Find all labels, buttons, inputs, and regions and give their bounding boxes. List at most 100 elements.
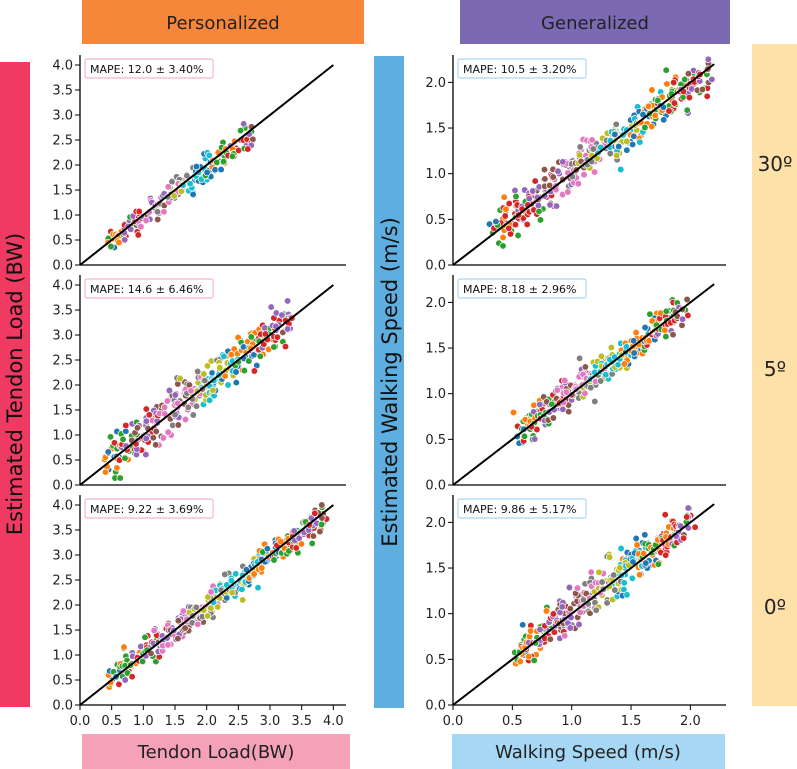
scatter-point bbox=[616, 564, 624, 572]
scatter-point bbox=[138, 657, 147, 666]
scatter-point bbox=[525, 194, 533, 203]
scatter-point bbox=[641, 323, 649, 332]
scatter-point bbox=[232, 570, 240, 578]
scatter-point bbox=[662, 551, 670, 559]
left-ylabel-bg bbox=[0, 62, 30, 707]
scatter-point bbox=[595, 568, 603, 576]
y-tick-label: 3.5 bbox=[52, 84, 73, 99]
scatter-point bbox=[164, 428, 172, 436]
x-tick-label: 3.5 bbox=[291, 714, 312, 729]
footer-tendon-load: Tendon Load(BW) bbox=[82, 734, 350, 769]
identity-line bbox=[79, 284, 334, 486]
left-ylabel-bar: Estimated Tendon Load (BW) bbox=[0, 62, 30, 707]
scatter-point bbox=[121, 454, 129, 462]
scatter-point bbox=[661, 511, 669, 519]
identity-line bbox=[452, 283, 715, 486]
scatter-point bbox=[283, 297, 292, 305]
y-tick-label: 1.5 bbox=[52, 404, 73, 419]
scatter-point bbox=[192, 603, 200, 611]
scatter-point bbox=[628, 574, 636, 582]
scatter-point bbox=[685, 93, 694, 102]
scatter-point bbox=[115, 238, 123, 247]
scatter-point bbox=[317, 520, 326, 529]
scatter-point bbox=[575, 620, 583, 629]
scatter-point bbox=[565, 583, 574, 592]
y-tick-label: 0.5 bbox=[52, 454, 73, 469]
scatter-point bbox=[160, 403, 169, 411]
footer-tendon-load-bg bbox=[82, 734, 350, 769]
scatter-point bbox=[602, 371, 610, 379]
scatter-point bbox=[256, 352, 264, 360]
scatter-point bbox=[552, 202, 561, 210]
scatter-point bbox=[623, 591, 631, 599]
y-tick-label: 1.5 bbox=[425, 342, 446, 357]
scatter-point bbox=[612, 120, 620, 128]
scatter-point bbox=[512, 192, 520, 201]
scatter-point bbox=[217, 165, 225, 174]
scatter-point bbox=[573, 584, 582, 592]
scatter-point bbox=[189, 190, 197, 199]
scatter-point bbox=[184, 403, 192, 411]
scatter-point bbox=[227, 577, 236, 585]
scatter-point bbox=[211, 166, 219, 174]
scatter-point bbox=[209, 386, 217, 394]
scatter-point bbox=[116, 474, 124, 482]
scatter-point bbox=[189, 411, 197, 419]
scatter-point bbox=[164, 183, 172, 191]
footer-walking-speed-bg bbox=[452, 734, 725, 769]
plot-tendon-load-5deg: 0.0 0.5 1.0 1.5 2.0 2.5 3.0 3.5 4.0 MAPE: 14.6 ± … bbox=[52, 275, 346, 494]
scatter-point bbox=[174, 421, 182, 429]
scatter-point bbox=[247, 333, 255, 341]
y-tick-label: 2.0 bbox=[52, 599, 73, 614]
scatter-point bbox=[164, 641, 172, 649]
y-tick-label: 1.0 bbox=[52, 429, 73, 444]
footer-tendon-load-label: Tendon Load(BW) bbox=[137, 742, 295, 763]
scatter-point bbox=[531, 177, 539, 185]
scatter-point bbox=[617, 165, 625, 174]
scatter-point bbox=[587, 384, 595, 392]
y-tick-label: 1.5 bbox=[425, 122, 446, 137]
mape-label: MAPE: 10.5 ± 3.20% bbox=[463, 63, 576, 76]
y-tick-label: 0.0 bbox=[425, 479, 446, 494]
scatter-point bbox=[228, 152, 237, 160]
scatter-point bbox=[553, 386, 561, 394]
scatter-point bbox=[290, 527, 298, 535]
scatter-point bbox=[236, 126, 245, 135]
scatter-point bbox=[530, 656, 538, 665]
scatter-point bbox=[250, 367, 259, 375]
scatter-point bbox=[683, 106, 691, 114]
y-tick-label: 1.5 bbox=[52, 184, 73, 199]
scatter-point bbox=[581, 363, 590, 371]
y-tick-label: 2.0 bbox=[52, 379, 73, 394]
scatter-point bbox=[581, 389, 589, 398]
scatter-point bbox=[179, 607, 188, 615]
scatter-point bbox=[534, 201, 543, 210]
scatter-point bbox=[559, 158, 567, 166]
scatter-point bbox=[142, 434, 150, 443]
scatter-point bbox=[574, 180, 582, 188]
scatter-point bbox=[617, 544, 625, 553]
right-ylabel-text: Estimated Walking Speed (m/s) bbox=[378, 217, 402, 547]
scatter-point bbox=[200, 370, 208, 378]
scatter-point bbox=[203, 168, 211, 177]
scatter-point bbox=[564, 188, 572, 196]
header-personalized-label: Personalized bbox=[166, 13, 279, 34]
scatter-point bbox=[630, 132, 638, 140]
scatter-point bbox=[641, 531, 649, 539]
y-tick-label: 1.0 bbox=[425, 387, 446, 402]
y-tick-label: 2.5 bbox=[52, 574, 73, 589]
scatter-points bbox=[104, 120, 257, 252]
y-tick-label: 4.0 bbox=[52, 59, 73, 74]
scatter-point bbox=[134, 231, 142, 239]
scatter-point bbox=[549, 414, 558, 422]
scatter-point bbox=[135, 207, 143, 216]
scatter-point bbox=[541, 175, 549, 183]
scatter-point bbox=[163, 397, 172, 405]
scatter-point bbox=[587, 568, 595, 576]
scatter-point bbox=[308, 539, 316, 548]
scatter-point bbox=[566, 624, 574, 632]
plot-tendon-load-0deg: 0.0 0.5 1.0 1.5 2.0 2.5 3.0 3.5 4.0 0.0 0.5 1.0 1.5 2… bbox=[52, 495, 346, 729]
scatter-point bbox=[137, 223, 145, 231]
scatter-point bbox=[160, 208, 168, 216]
scatter-point bbox=[492, 217, 500, 226]
